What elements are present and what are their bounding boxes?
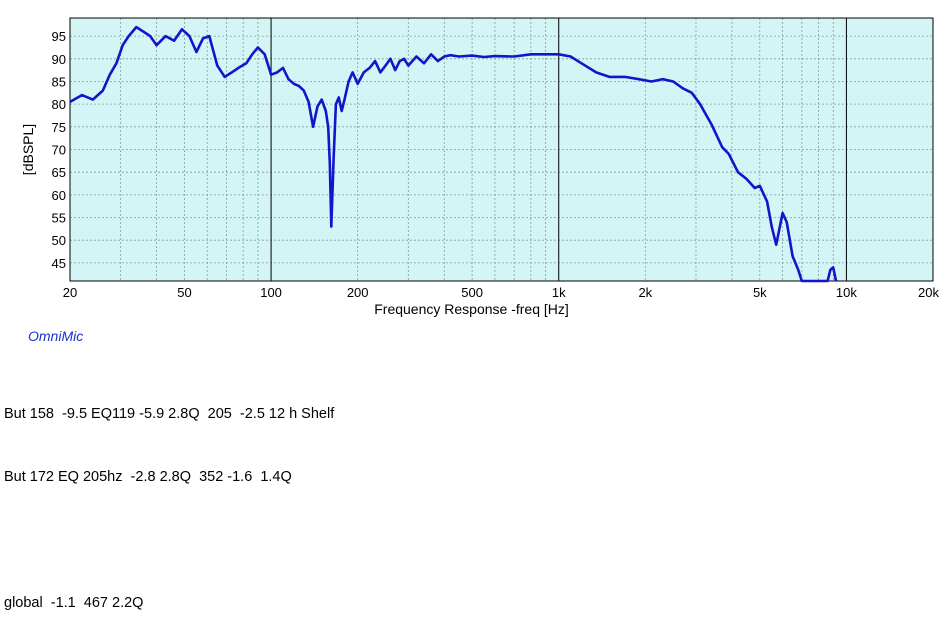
x-tick-label: 20	[63, 285, 77, 300]
x-axis-ticks: 20 50 100 200 500 1k 2k 5k 10k 20k	[63, 285, 940, 300]
y-tick-label: 55	[52, 211, 66, 226]
x-tick-label: 1k	[552, 285, 566, 300]
eq-note-line-1: But 158 -9.5 EQ119 -5.9 2.8Q 205 -2.5 12…	[4, 406, 335, 422]
y-tick-label: 65	[52, 165, 66, 180]
major-gridlines	[270, 18, 847, 281]
y-tick-label: 60	[52, 188, 66, 203]
y-tick-label: 45	[52, 256, 66, 271]
plot-frame	[69, 17, 934, 282]
frequency-response-line	[69, 25, 838, 283]
y-tick-label: 70	[52, 143, 66, 158]
eq-note-line-4: global -1.1 467 2.2Q	[4, 595, 144, 611]
y-tick-label: 75	[52, 120, 66, 135]
x-tick-label: 200	[347, 285, 369, 300]
y-tick-label: 85	[52, 74, 66, 89]
y-axis-label: [dBSPL]	[20, 124, 36, 175]
y-tick-label: 80	[52, 97, 66, 112]
y-tick-label: 90	[52, 52, 66, 67]
x-tick-label: 50	[177, 285, 191, 300]
y-tick-label: 95	[52, 29, 66, 44]
x-tick-label: 5k	[753, 285, 767, 300]
x-tick-label: 500	[461, 285, 483, 300]
eq-note-line-3	[4, 530, 334, 551]
x-tick-label: 2k	[638, 285, 652, 300]
y-axis-ticks: 45 50 55 60 65 70 75 80 85 90 95	[52, 29, 66, 271]
frequency-response-chart: 45 50 55 60 65 70 75 80 85 90 95 20 50 100 200 500 1k 2k…	[20, 17, 940, 317]
x-tick-label: 10k	[836, 285, 857, 300]
y-tick-label: 50	[52, 233, 66, 248]
x-tick-label: 100	[260, 285, 282, 300]
eq-note-line-2: But 172 EQ 205hz -2.8 2.8Q 352 -1.6 1.4Q	[4, 469, 292, 485]
omnimic-brand-label: OmniMic	[28, 328, 84, 344]
x-tick-label: 20k	[918, 285, 939, 300]
x-axis-label: Frequency Response -freq [Hz]	[374, 301, 569, 317]
eq-notes: But 158 -9.5 EQ119 -5.9 2.8Q 205 -2.5 12…	[4, 362, 334, 635]
